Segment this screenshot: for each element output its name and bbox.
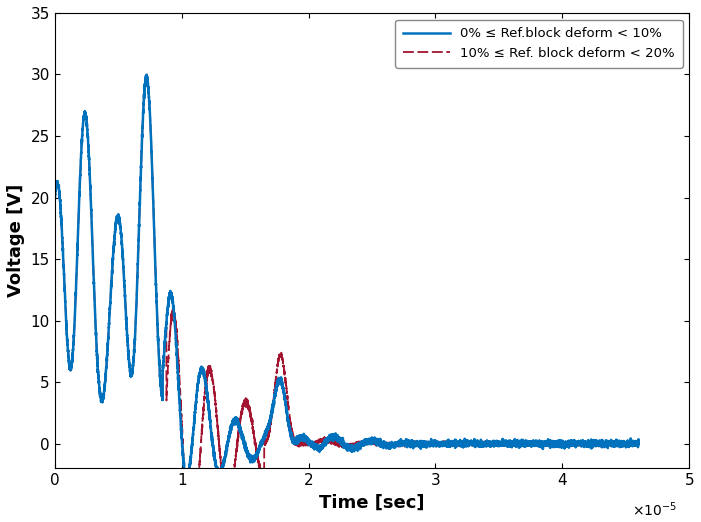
10% ≤ Ref. block deform < 20% [396,441,404,447]
10% ≤ Ref. block deform < 20% [262,436,271,443]
Line: 10% ≤ Ref. block deform < 20%: 10% ≤ Ref. block deform < 20% [55,75,639,481]
10% ≤ Ref. block deform < 20% [181,478,189,484]
10% ≤ Ref. block deform < 20% [80,112,88,118]
0% ≤ Ref.block deform < 10% [50,193,59,199]
X-axis label: Time [sec]: Time [sec] [319,494,425,512]
0% ≤ Ref.block deform < 10% [515,442,523,448]
Y-axis label: Voltage [V]: Voltage [V] [7,184,25,297]
10% ≤ Ref. block deform < 20% [50,193,59,199]
10% ≤ Ref. block deform < 20% [484,440,492,446]
0% ≤ Ref.block deform < 10% [634,439,643,445]
0% ≤ Ref.block deform < 10% [142,72,151,78]
0% ≤ Ref.block deform < 10% [484,438,492,445]
10% ≤ Ref. block deform < 20% [515,438,523,445]
10% ≤ Ref. block deform < 20% [142,72,151,78]
0% ≤ Ref.block deform < 10% [396,441,404,447]
Line: 0% ≤ Ref.block deform < 10%: 0% ≤ Ref.block deform < 10% [55,75,639,481]
10% ≤ Ref. block deform < 20% [421,441,430,447]
0% ≤ Ref.block deform < 10% [182,478,190,484]
0% ≤ Ref.block deform < 10% [80,112,88,118]
Text: $\times10^{-5}$: $\times10^{-5}$ [632,500,676,519]
10% ≤ Ref. block deform < 20% [634,440,643,446]
0% ≤ Ref.block deform < 10% [262,429,271,435]
0% ≤ Ref.block deform < 10% [421,440,430,446]
Legend: 0% ≤ Ref.block deform < 10%, 10% ≤ Ref. block deform < 20%: 0% ≤ Ref.block deform < 10%, 10% ≤ Ref. … [395,19,683,68]
